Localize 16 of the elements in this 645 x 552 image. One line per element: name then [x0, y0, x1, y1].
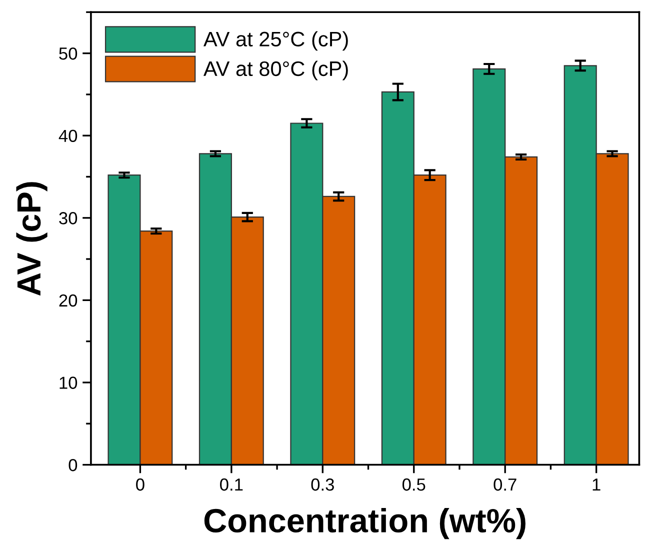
y-tick-label: 0	[68, 458, 78, 472]
x-tick-label: 0.3	[311, 478, 334, 491]
x-tick-label: 0	[136, 478, 144, 491]
legend-label: AV at 80°C (cP)	[203, 60, 348, 80]
x-tick-label: 1	[592, 478, 600, 491]
y-axis-title: AV (cP)	[16, 182, 48, 296]
legend-label: AV at 25°C (cP)	[203, 31, 348, 51]
x-tick-label: 0.5	[402, 478, 426, 491]
y-tick-label: 10	[60, 376, 78, 389]
x-tick-label: 0.7	[494, 478, 516, 491]
y-tick-label: 30	[59, 212, 78, 224]
x-axis-title: Concentration (wt%)	[204, 508, 526, 540]
y-tick-label: 40	[58, 130, 78, 142]
y-tick-label: 50	[59, 47, 78, 60]
y-tick-label: 20	[59, 294, 78, 307]
x-tick-label: 0.1	[220, 478, 243, 491]
